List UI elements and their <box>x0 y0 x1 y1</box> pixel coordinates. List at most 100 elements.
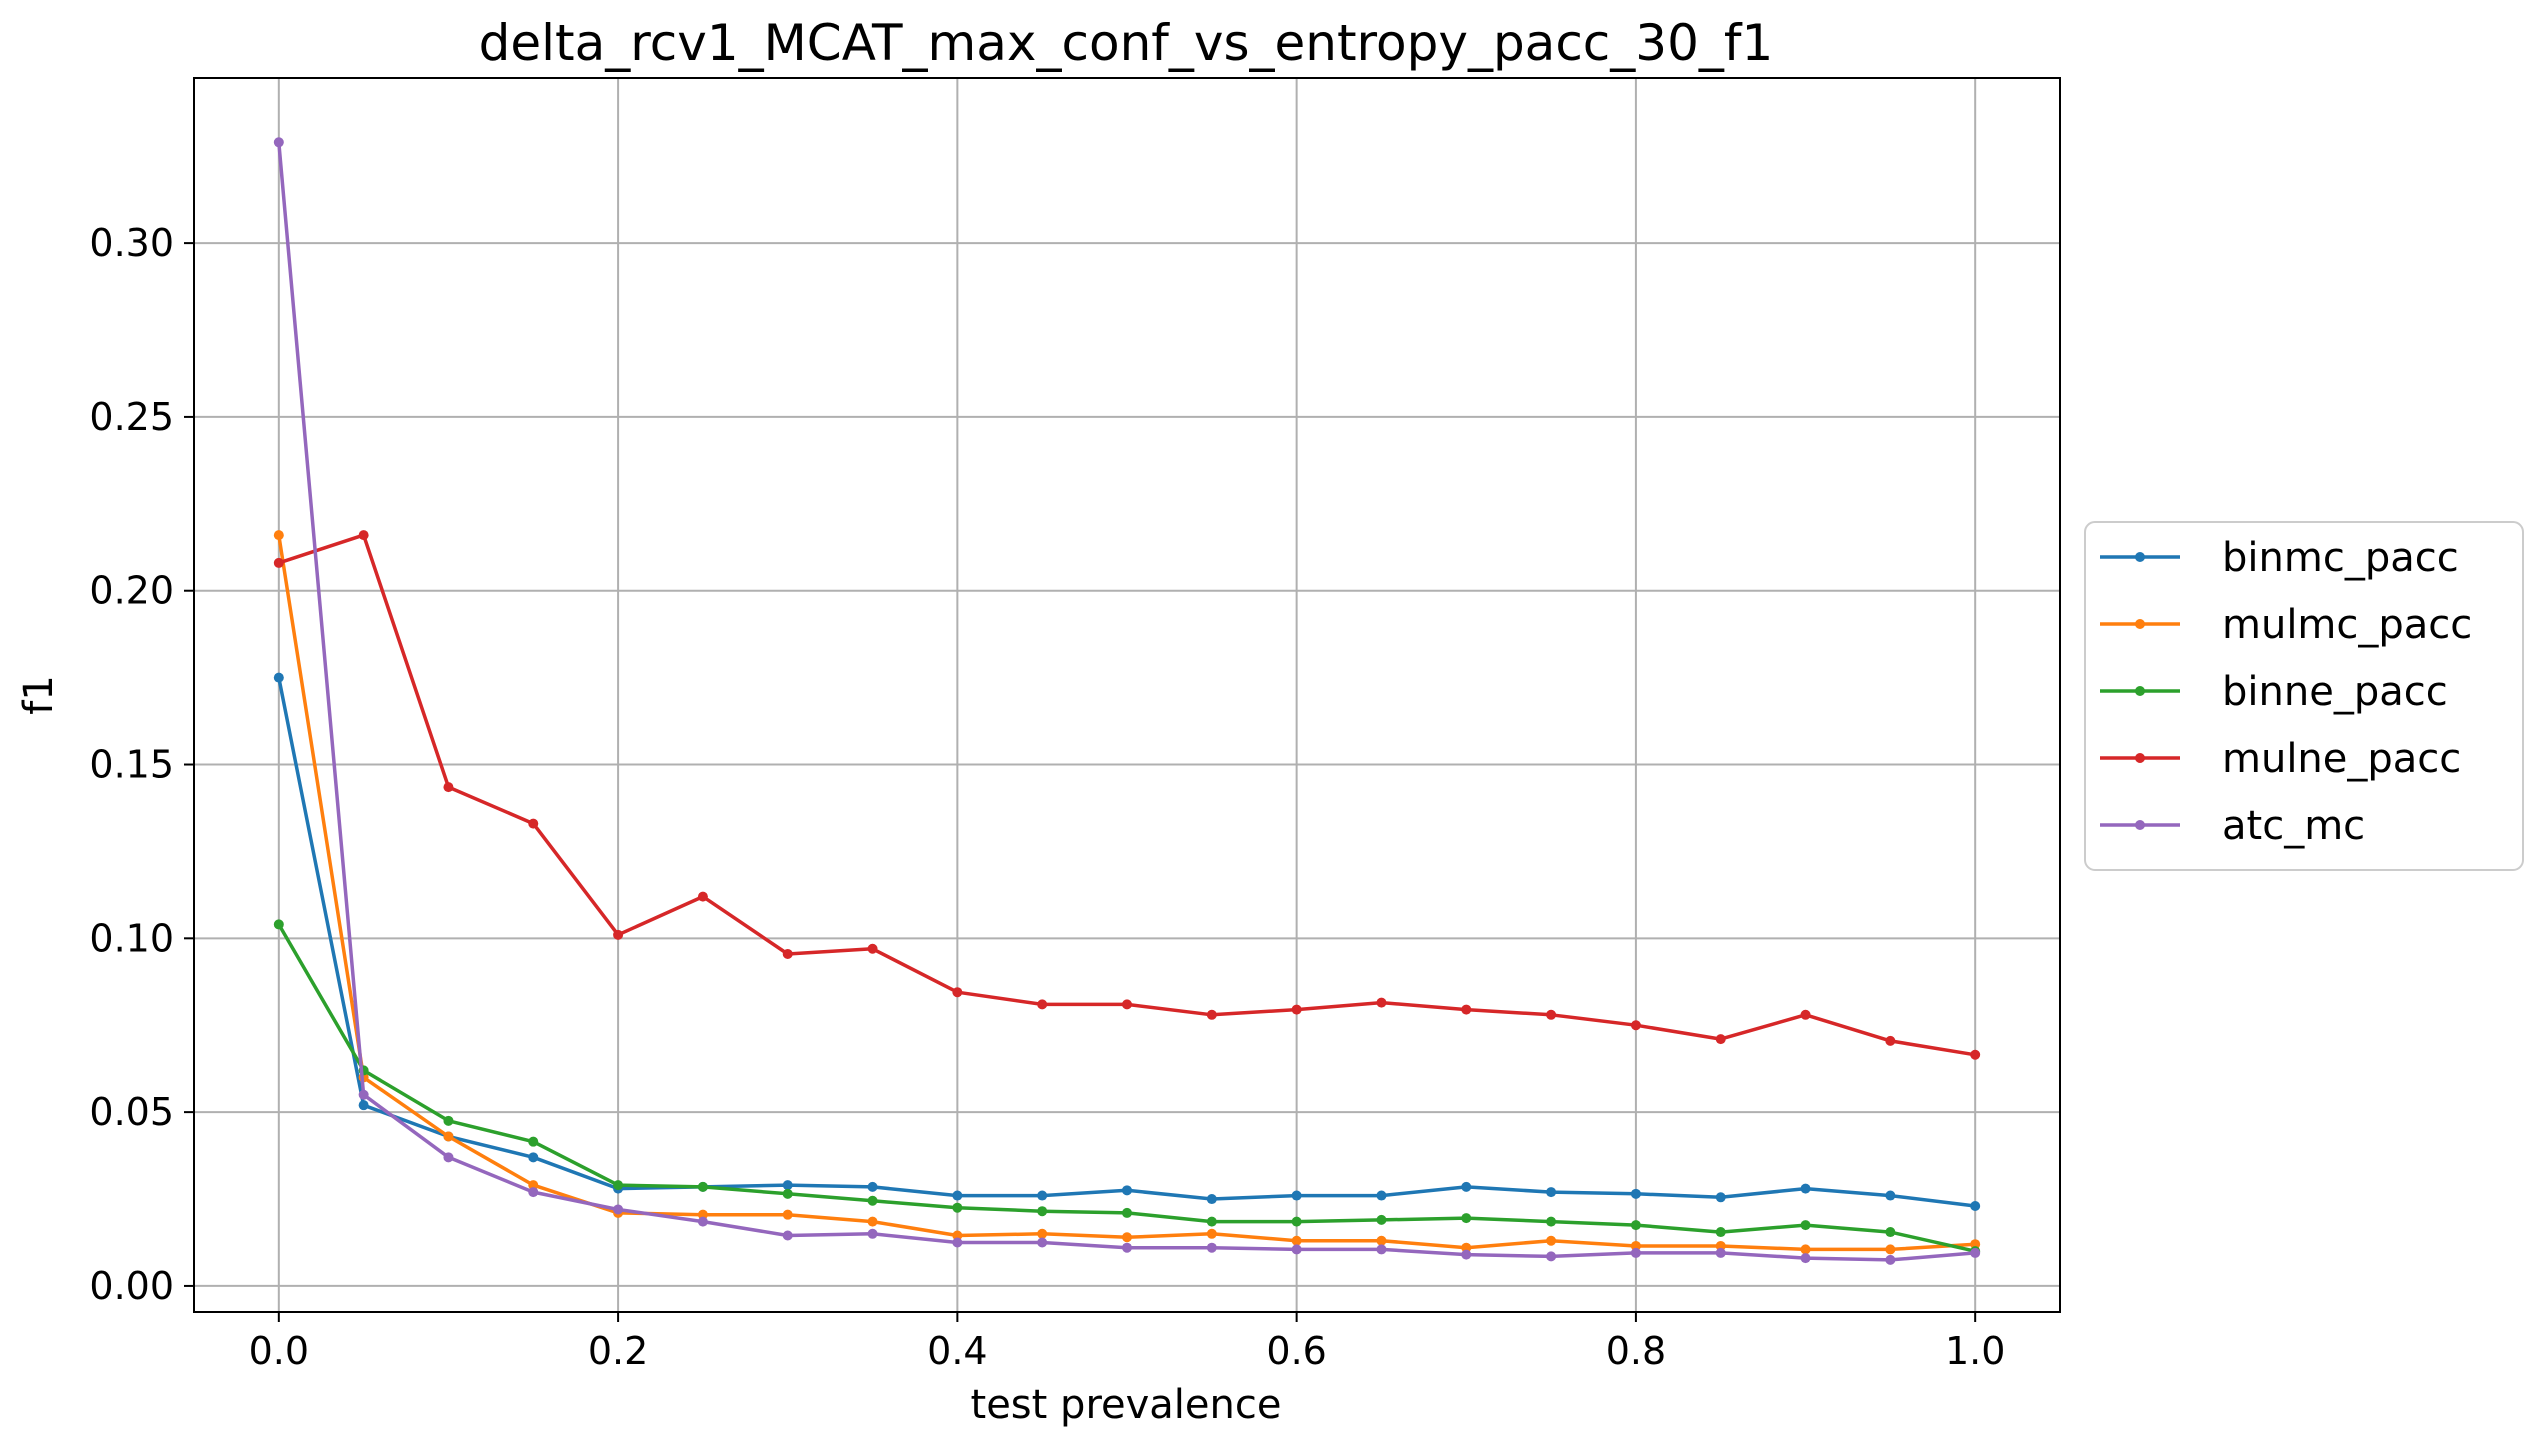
data-point-binne-pacc <box>697 1181 708 1192</box>
data-point-mulne-pacc <box>613 929 624 940</box>
data-point-mulne-pacc <box>358 530 369 541</box>
data-point-binne-pacc <box>1122 1207 1132 1218</box>
legend-swatch-marker <box>2135 820 2145 830</box>
data-point-binne-pacc <box>1546 1216 1557 1227</box>
data-point-atc-mc <box>1206 1242 1217 1253</box>
data-point-binne-pacc <box>443 1115 454 1126</box>
data-point-binne-pacc <box>1630 1220 1641 1231</box>
data-point-mulne-pacc <box>443 782 454 793</box>
plot-frame <box>193 77 2061 1313</box>
data-point-binne-pacc <box>867 1195 878 1206</box>
data-point-binne-pacc <box>1800 1220 1811 1231</box>
x-axis-ticks: 0.0 0.2 0.4 0.6 0.8 1.0 <box>249 1312 2005 1373</box>
data-point-mulmc-pacc <box>1376 1235 1387 1246</box>
data-point-atc-mc <box>1885 1254 1896 1265</box>
legend-label: binmc_pacc <box>2222 535 2459 581</box>
data-point-mulne-pacc <box>1291 1004 1302 1015</box>
data-point-atc-mc <box>1800 1253 1811 1264</box>
data-point-binmc-pacc <box>1885 1190 1896 1201</box>
data-point-binne-pacc <box>952 1202 963 1213</box>
data-point-mulne-pacc <box>697 891 708 902</box>
data-point-mulmc-pacc <box>1715 1240 1726 1251</box>
data-point-binmc-pacc <box>782 1180 793 1191</box>
data-point-atc-mc <box>1546 1251 1557 1262</box>
data-point-binne-pacc <box>1037 1206 1048 1217</box>
legend-item-mulne-pacc: mulne_pacc <box>2100 736 2461 782</box>
legend-item-binne-pacc: binne_pacc <box>2100 669 2448 715</box>
data-point-atc-mc <box>273 137 284 148</box>
data-point-binmc-pacc <box>273 672 284 683</box>
data-point-atc-mc <box>782 1230 793 1241</box>
data-point-atc-mc <box>1376 1244 1387 1255</box>
data-point-binne-pacc <box>613 1180 624 1191</box>
data-point-mulmc-pacc <box>1546 1235 1557 1246</box>
y-tick-label: 0.25 <box>89 395 174 439</box>
data-point-binmc-pacc <box>1970 1200 1981 1211</box>
data-point-mulne-pacc <box>1546 1009 1557 1020</box>
x-tick-label: 0.4 <box>927 1329 987 1373</box>
data-point-mulne-pacc <box>952 987 963 998</box>
data-point-mulne-pacc <box>1715 1034 1726 1045</box>
y-tick-label: 0.00 <box>89 1264 174 1308</box>
y-tick-label: 0.10 <box>89 916 174 960</box>
data-point-mulmc-pacc <box>273 530 284 541</box>
grid-lines <box>194 78 2060 1312</box>
data-point-binmc-pacc <box>528 1152 539 1163</box>
data-point-mulmc-pacc <box>1122 1232 1132 1243</box>
data-point-binmc-pacc <box>1461 1181 1472 1192</box>
data-point-mulmc-pacc <box>528 1180 539 1191</box>
data-point-mulne-pacc <box>1037 999 1048 1010</box>
legend-swatch-marker <box>2135 753 2145 763</box>
data-point-atc-mc <box>952 1237 963 1248</box>
data-point-binne-pacc <box>1461 1213 1472 1224</box>
legend-label: binne_pacc <box>2222 669 2448 715</box>
data-point-mulmc-pacc <box>782 1209 793 1220</box>
data-point-mulmc-pacc <box>867 1216 878 1227</box>
data-point-binne-pacc <box>1376 1214 1387 1225</box>
data-point-binne-pacc <box>1291 1216 1302 1227</box>
data-point-binmc-pacc <box>1630 1188 1641 1199</box>
data-point-mulne-pacc <box>1630 1020 1641 1031</box>
data-point-mulmc-pacc <box>443 1131 454 1142</box>
legend-swatch-marker <box>2135 619 2145 629</box>
data-point-atc-mc <box>1630 1247 1641 1258</box>
y-tick-label: 0.30 <box>89 221 174 265</box>
data-point-binmc-pacc <box>358 1100 369 1111</box>
data-point-binmc-pacc <box>1715 1192 1726 1203</box>
y-axis-ticks: 0.00 0.05 0.10 0.15 0.20 0.25 0.30 <box>89 221 194 1308</box>
data-point-mulne-pacc <box>1885 1035 1896 1046</box>
x-tick-label: 1.0 <box>1945 1329 2005 1373</box>
legend-label: mulne_pacc <box>2222 736 2461 782</box>
data-point-mulne-pacc <box>528 818 539 829</box>
data-point-binne-pacc <box>528 1136 539 1147</box>
data-point-atc-mc <box>1715 1247 1726 1258</box>
data-point-atc-mc <box>697 1216 708 1227</box>
data-point-mulne-pacc <box>273 557 284 568</box>
data-point-atc-mc <box>1037 1237 1048 1248</box>
data-point-mulne-pacc <box>1376 997 1387 1008</box>
data-point-binmc-pacc <box>1206 1194 1217 1205</box>
data-point-binmc-pacc <box>1800 1183 1811 1194</box>
x-tick-label: 0.0 <box>249 1329 309 1373</box>
x-axis-label: test prevalence <box>971 1382 1282 1428</box>
data-point-binmc-pacc <box>1037 1190 1048 1201</box>
data-point-binmc-pacc <box>1546 1187 1557 1198</box>
data-point-atc-mc <box>443 1152 454 1163</box>
data-point-mulne-pacc <box>867 943 878 954</box>
legend-swatch-marker <box>2135 686 2145 696</box>
data-point-binmc-pacc <box>952 1190 963 1201</box>
data-point-atc-mc <box>613 1204 624 1215</box>
data-point-binne-pacc <box>782 1188 793 1199</box>
data-point-mulmc-pacc <box>1800 1244 1811 1255</box>
data-point-atc-mc <box>1970 1247 1981 1258</box>
x-tick-label: 0.2 <box>588 1329 648 1373</box>
data-point-binne-pacc <box>1206 1216 1217 1227</box>
data-point-binne-pacc <box>1715 1227 1726 1238</box>
data-point-binne-pacc <box>273 919 284 930</box>
data-point-binmc-pacc <box>867 1181 878 1192</box>
legend-item-binmc-pacc: binmc_pacc <box>2100 535 2459 581</box>
legend-box <box>2084 521 2524 871</box>
data-point-binne-pacc <box>1885 1227 1896 1238</box>
data-series <box>273 137 1981 1265</box>
